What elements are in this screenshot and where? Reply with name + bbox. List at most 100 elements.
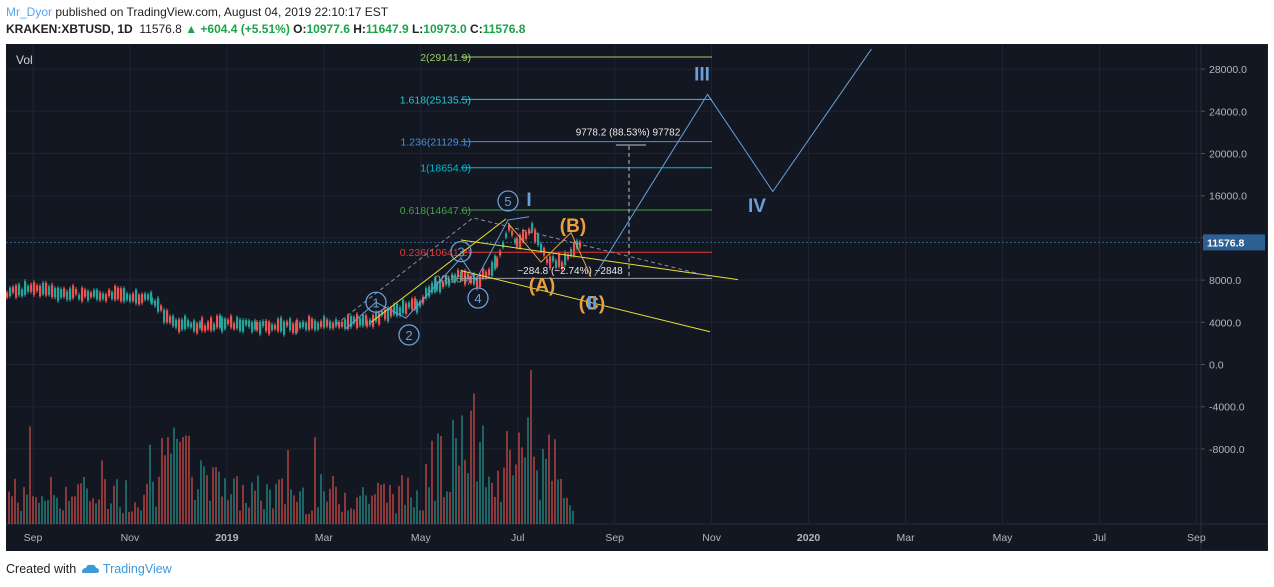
volume-bar [185, 435, 187, 524]
candle-body [135, 289, 138, 304]
volume-bar [35, 497, 37, 524]
candle-body [163, 309, 166, 323]
close-label: C: [470, 22, 483, 36]
volume-bar [341, 511, 343, 524]
volume-bar [311, 510, 313, 524]
candle-body [505, 233, 508, 238]
candle-body [384, 309, 387, 320]
candle-body [251, 322, 254, 332]
volume-bar [368, 503, 370, 524]
x-tick-label: May [411, 532, 432, 544]
volume-bar [545, 458, 547, 524]
y-tick-label: 24000.0 [1209, 106, 1247, 118]
candle-body [274, 324, 277, 330]
volume-bar [233, 478, 235, 524]
volume-bar [80, 483, 82, 524]
volume-bar [74, 496, 76, 524]
wave-label: (A) [529, 275, 555, 296]
author-link[interactable]: Mr_Dyor [6, 5, 53, 19]
y-tick-label: 16000.0 [1209, 191, 1247, 203]
candle-body [396, 303, 399, 316]
volume-bar [320, 474, 322, 524]
volume-bar [200, 460, 202, 524]
candle-body [555, 260, 558, 268]
candle-body [366, 320, 369, 327]
candle-body [166, 310, 169, 323]
candle-body [347, 315, 350, 329]
volume-bar [515, 464, 517, 524]
candle-body [36, 285, 39, 291]
candle-body [283, 321, 286, 335]
candle-body [552, 256, 555, 262]
volume-bar [305, 513, 307, 524]
wave-label-circle [398, 324, 420, 346]
candle-body [381, 311, 384, 316]
candle-body [15, 285, 18, 298]
wave-label: (C) [579, 293, 605, 314]
volume-bar [53, 495, 55, 524]
candle-body [375, 312, 378, 322]
candle-body [311, 318, 314, 329]
volume-bar [104, 479, 106, 524]
candle-body [567, 254, 570, 259]
candle-body [84, 289, 87, 297]
volume-bar [284, 504, 286, 524]
tradingview-link[interactable]: TradingView [102, 562, 172, 576]
last-price: 11576.8 [139, 22, 182, 36]
volume-bar [245, 502, 247, 524]
fib-level-label: 0(8164) [435, 273, 471, 285]
volume-bar [455, 438, 457, 524]
candle-body [516, 238, 519, 248]
volume-bar [500, 501, 502, 524]
candle-body [63, 288, 66, 297]
candle-body [428, 286, 431, 297]
volume-bar [113, 485, 115, 524]
candle-body [531, 223, 534, 232]
candle-body [181, 319, 184, 330]
candle-body [419, 301, 422, 307]
volume-bar [353, 509, 355, 524]
volume-bar [440, 436, 442, 524]
volume-bar [11, 496, 13, 524]
candle-body [491, 262, 494, 276]
candle-body [332, 322, 335, 329]
volume-bar [506, 431, 508, 524]
candle-body [45, 282, 48, 296]
candle-body [248, 320, 251, 327]
candle-body [75, 289, 78, 295]
chart-area[interactable]: 32000.028000.024000.020000.016000.012000… [6, 9, 1269, 552]
candle-body [439, 279, 442, 293]
volume-bar [416, 490, 418, 524]
candle-body [245, 320, 248, 326]
volume-bar [20, 510, 22, 524]
volume-bar [26, 494, 28, 524]
price-chart[interactable]: 32000.028000.024000.020000.016000.012000… [6, 9, 1269, 552]
candle-body [129, 295, 132, 302]
volume-bar [41, 496, 43, 524]
candle-body [353, 316, 356, 324]
candle-body [141, 294, 144, 303]
candle-body [39, 285, 42, 297]
candle-body [27, 285, 30, 292]
candle-body [184, 315, 187, 329]
volume-bar [536, 470, 538, 524]
candle-body [233, 323, 236, 330]
volume-bar [344, 492, 346, 524]
candle-body [508, 224, 511, 231]
candle-body [402, 300, 405, 313]
candle-body [9, 287, 12, 297]
wave-label: II [587, 293, 598, 314]
price-axis [1200, 43, 1269, 552]
volume-bar [122, 513, 124, 524]
volume-bar [224, 478, 226, 524]
volume-bar [281, 478, 283, 524]
candle-body [69, 288, 72, 300]
volume-bar [467, 473, 469, 524]
candle-body [488, 269, 491, 276]
candle-body [540, 243, 543, 252]
candle-body [30, 284, 33, 292]
volume-bar [476, 481, 478, 524]
symbol-name: KRAKEN:XBTUSD, 1D [6, 22, 133, 36]
candle-body [160, 305, 163, 311]
candle-body [390, 307, 393, 317]
